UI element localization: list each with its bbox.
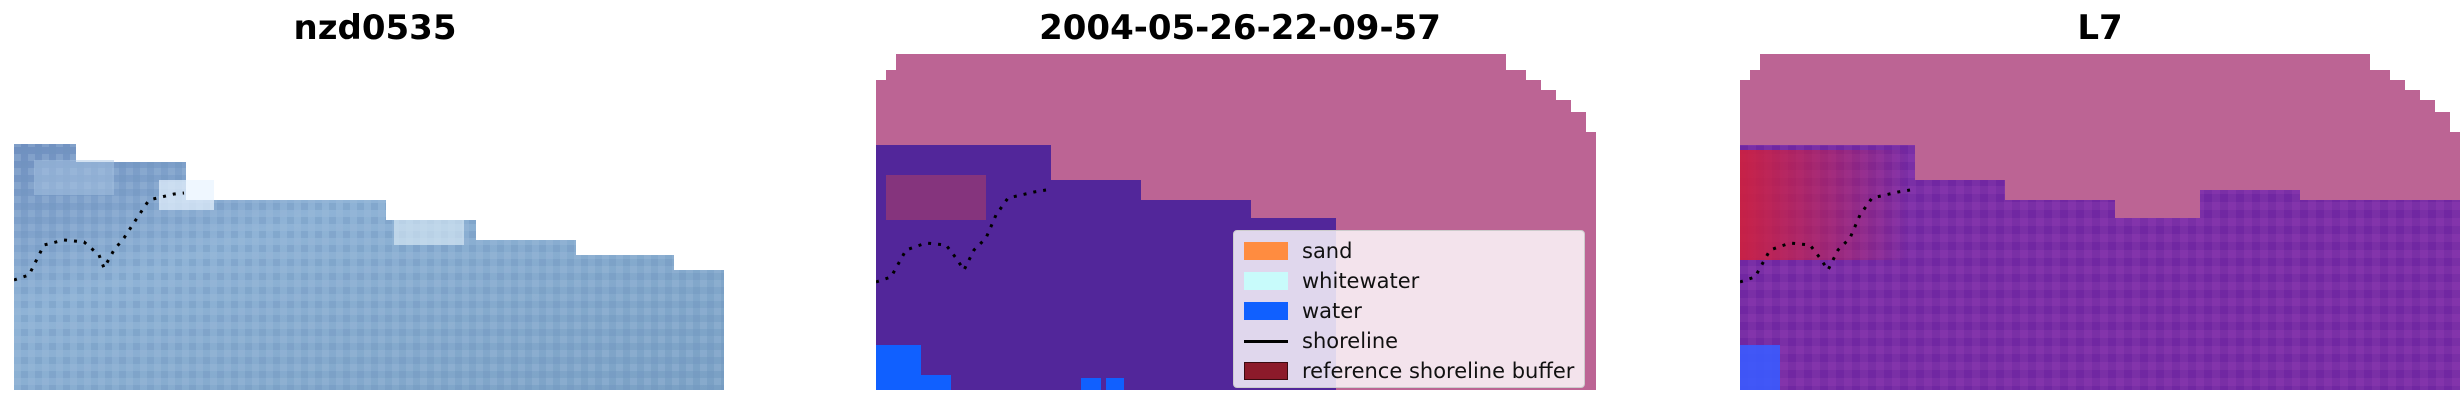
panel-title-classified: 2004-05-26-22-09-57 bbox=[1039, 8, 1441, 48]
rgb-satellite-image bbox=[13, 140, 724, 390]
legend-label-reference-buffer: reference shoreline buffer bbox=[1302, 359, 1575, 383]
classified-svg bbox=[875, 54, 1596, 390]
index-svg bbox=[1739, 54, 2460, 390]
legend-label-sand: sand bbox=[1302, 239, 1353, 263]
legend-item-sand: sand bbox=[1244, 237, 1352, 265]
classified-image bbox=[875, 50, 1596, 390]
index-image bbox=[1739, 50, 2460, 390]
water-swatch bbox=[1244, 302, 1288, 320]
buffer-highlight bbox=[1740, 150, 1910, 260]
classified-water-region bbox=[876, 145, 1336, 390]
index-water-region bbox=[1740, 145, 2460, 390]
whitewater-swatch bbox=[1244, 272, 1288, 290]
reference-buffer-swatch bbox=[1244, 362, 1288, 380]
panel-title-index: L7 bbox=[2077, 8, 2123, 48]
legend: sand whitewater water shoreline referenc… bbox=[1233, 230, 1585, 388]
legend-item-shoreline: shoreline bbox=[1244, 327, 1398, 355]
panel-title-rgb: nzd0535 bbox=[293, 8, 457, 48]
legend-item-whitewater: whitewater bbox=[1244, 267, 1419, 295]
legend-label-whitewater: whitewater bbox=[1302, 269, 1420, 293]
reference-buffer-patch bbox=[886, 175, 986, 220]
water-patch bbox=[876, 345, 921, 390]
legend-item-water: water bbox=[1244, 297, 1362, 325]
shoreline-line-swatch bbox=[1244, 339, 1288, 343]
rgb-image-svg bbox=[13, 144, 724, 390]
legend-item-reference-buffer: reference shoreline buffer bbox=[1244, 357, 1574, 385]
legend-label-shoreline: shoreline bbox=[1302, 329, 1399, 353]
sand-swatch bbox=[1244, 242, 1288, 260]
legend-label-water: water bbox=[1302, 299, 1362, 323]
whitewater-patch bbox=[159, 180, 214, 210]
